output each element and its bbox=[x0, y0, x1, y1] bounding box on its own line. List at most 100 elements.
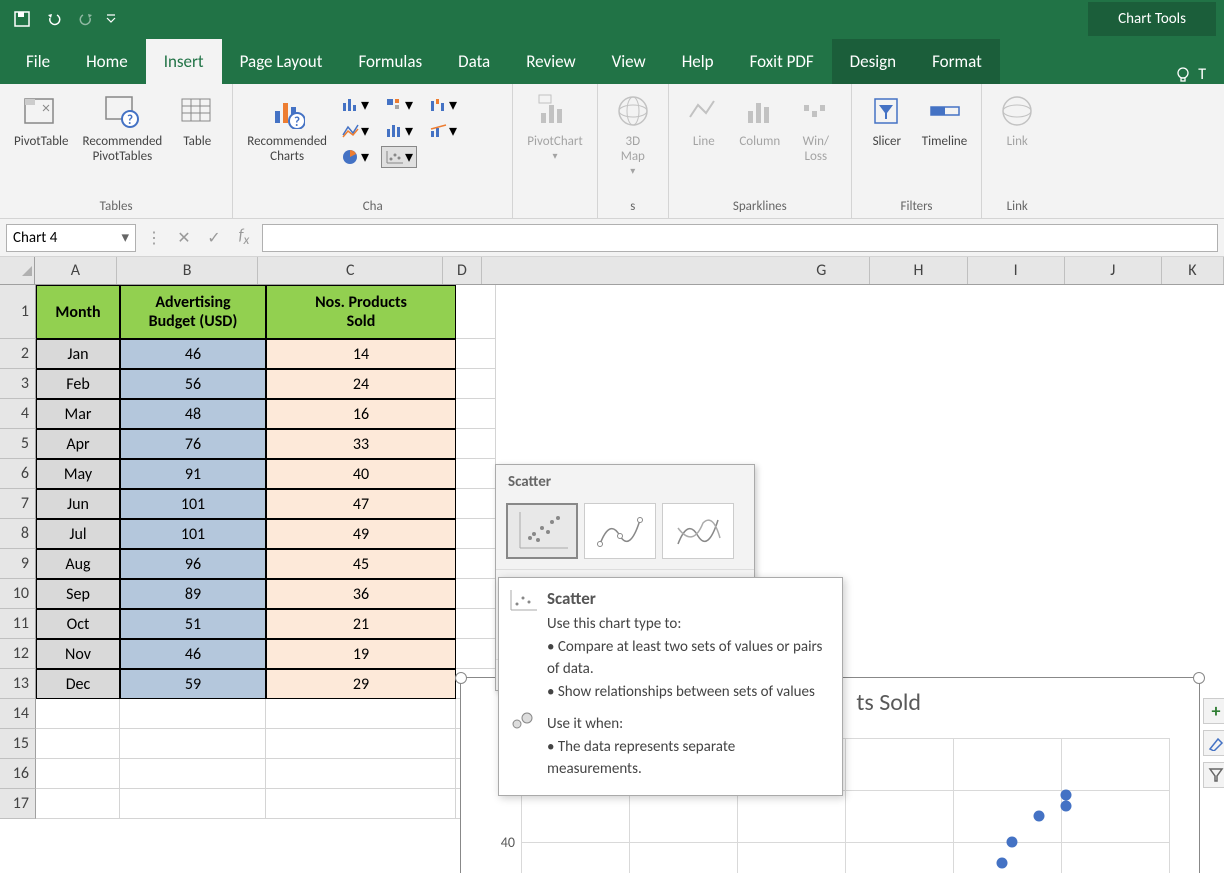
cell[interactable] bbox=[266, 729, 456, 759]
scatter-point[interactable] bbox=[996, 858, 1007, 869]
col-header-H[interactable]: H bbox=[870, 257, 967, 284]
cell[interactable] bbox=[120, 729, 266, 759]
table-cell-sold[interactable]: 49 bbox=[266, 519, 456, 549]
tab-page-layout[interactable]: Page Layout bbox=[222, 39, 341, 84]
cell[interactable] bbox=[456, 489, 496, 519]
redo-icon[interactable] bbox=[72, 5, 100, 33]
table-cell-month[interactable]: Mar bbox=[36, 399, 120, 429]
table-cell-sold[interactable]: 16 bbox=[266, 399, 456, 429]
customize-qat-icon[interactable] bbox=[104, 5, 118, 33]
sparkline-column-button[interactable]: Column bbox=[735, 88, 785, 151]
col-header-K[interactable]: K bbox=[1162, 257, 1224, 284]
table-cell-month[interactable]: Apr bbox=[36, 429, 120, 459]
cell[interactable] bbox=[120, 699, 266, 729]
table-cell-month[interactable]: Dec bbox=[36, 669, 120, 699]
pivot-table-button[interactable]: PivotTable bbox=[10, 88, 73, 151]
cancel-formula-icon[interactable]: ✕ bbox=[172, 226, 196, 250]
table-header-sold[interactable]: Nos. Products Sold bbox=[266, 285, 456, 339]
scatter-smooth-lines-thumb[interactable] bbox=[584, 503, 656, 559]
col-header-B[interactable]: B bbox=[117, 257, 259, 284]
resize-handle-ne[interactable] bbox=[1193, 672, 1205, 684]
tab-format[interactable]: Format bbox=[914, 39, 1000, 84]
table-cell-budget[interactable]: 101 bbox=[120, 489, 266, 519]
table-cell-sold[interactable]: 19 bbox=[266, 639, 456, 669]
cell[interactable] bbox=[120, 759, 266, 789]
scatter-point[interactable] bbox=[1061, 790, 1072, 801]
table-cell-budget[interactable]: 89 bbox=[120, 579, 266, 609]
cell[interactable] bbox=[456, 399, 496, 429]
cell[interactable] bbox=[36, 729, 120, 759]
column-chart-button[interactable]: ▾ bbox=[337, 94, 373, 116]
row-header-1[interactable]: 1 bbox=[0, 285, 36, 339]
cell[interactable] bbox=[456, 549, 496, 579]
table-cell-budget[interactable]: 76 bbox=[120, 429, 266, 459]
tab-view[interactable]: View bbox=[594, 39, 664, 84]
table-header-month[interactable]: Month bbox=[36, 285, 120, 339]
row-header-12[interactable]: 12 bbox=[0, 639, 36, 669]
row-header-14[interactable]: 14 bbox=[0, 699, 36, 729]
cell[interactable] bbox=[120, 789, 266, 819]
waterfall-chart-button[interactable]: ▾ bbox=[425, 94, 461, 116]
table-cell-sold[interactable]: 33 bbox=[266, 429, 456, 459]
sparkline-winloss-button[interactable]: Win/ Loss bbox=[791, 88, 841, 166]
fx-icon[interactable]: fx bbox=[232, 226, 256, 250]
name-box[interactable]: Chart 4 ▾ bbox=[6, 224, 136, 252]
table-cell-month[interactable]: Jan bbox=[36, 339, 120, 369]
table-cell-sold[interactable]: 14 bbox=[266, 339, 456, 369]
table-cell-sold[interactable]: 40 bbox=[266, 459, 456, 489]
row-header-16[interactable]: 16 bbox=[0, 759, 36, 789]
table-cell-budget[interactable]: 91 bbox=[120, 459, 266, 489]
row-header-5[interactable]: 5 bbox=[0, 429, 36, 459]
table-cell-sold[interactable]: 45 bbox=[266, 549, 456, 579]
cell[interactable] bbox=[36, 789, 120, 819]
scatter-chart-button[interactable]: ▾ bbox=[381, 146, 417, 168]
table-cell-month[interactable]: Jun bbox=[36, 489, 120, 519]
table-cell-sold[interactable]: 24 bbox=[266, 369, 456, 399]
chart-styles-button[interactable] bbox=[1203, 730, 1224, 756]
undo-icon[interactable] bbox=[40, 5, 68, 33]
col-header-A[interactable]: A bbox=[35, 257, 117, 284]
name-box-dropdown-icon[interactable]: ▾ bbox=[121, 228, 129, 247]
cell[interactable] bbox=[456, 285, 496, 339]
scatter-point[interactable] bbox=[1061, 800, 1072, 811]
cell[interactable] bbox=[36, 699, 120, 729]
tab-foxit-pdf[interactable]: Foxit PDF bbox=[732, 39, 832, 84]
pivot-chart-button[interactable]: PivotChart ▾ bbox=[523, 88, 587, 164]
table-cell-month[interactable]: Jul bbox=[36, 519, 120, 549]
formula-input[interactable] bbox=[262, 224, 1218, 252]
tab-formulas[interactable]: Formulas bbox=[340, 39, 440, 84]
col-header-J[interactable]: J bbox=[1065, 257, 1162, 284]
scatter-point[interactable] bbox=[1034, 811, 1045, 822]
cell[interactable] bbox=[266, 699, 456, 729]
resize-handle-nw[interactable] bbox=[455, 672, 467, 684]
slicer-button[interactable]: Slicer bbox=[862, 88, 912, 151]
tab-data[interactable]: Data bbox=[440, 39, 508, 84]
table-cell-sold[interactable]: 36 bbox=[266, 579, 456, 609]
table-cell-budget[interactable]: 46 bbox=[120, 639, 266, 669]
hierarchy-chart-button[interactable]: ▾ bbox=[381, 94, 417, 116]
col-header-D[interactable]: D bbox=[443, 257, 482, 284]
row-header-9[interactable]: 9 bbox=[0, 549, 36, 579]
cell[interactable] bbox=[266, 789, 456, 819]
statistic-chart-button[interactable]: ▾ bbox=[381, 120, 417, 142]
table-cell-month[interactable]: Sep bbox=[36, 579, 120, 609]
row-header-4[interactable]: 4 bbox=[0, 399, 36, 429]
pie-chart-button[interactable]: ▾ bbox=[337, 146, 373, 168]
scatter-smooth-only-thumb[interactable] bbox=[662, 503, 734, 559]
row-header-2[interactable]: 2 bbox=[0, 339, 36, 369]
cell[interactable] bbox=[266, 759, 456, 789]
scatter-point[interactable] bbox=[1007, 837, 1018, 848]
chart-elements-button[interactable]: + bbox=[1203, 698, 1224, 724]
link-button[interactable]: Link bbox=[992, 88, 1042, 151]
row-header-7[interactable]: 7 bbox=[0, 489, 36, 519]
table-cell-budget[interactable]: 48 bbox=[120, 399, 266, 429]
tab-design[interactable]: Design bbox=[832, 39, 914, 84]
cell[interactable] bbox=[456, 339, 496, 369]
worksheet[interactable]: ABCDGHIJK 1 Month Advertising Budget (US… bbox=[0, 257, 1224, 873]
table-cell-month[interactable]: Oct bbox=[36, 609, 120, 639]
scatter-plain-thumb[interactable] bbox=[506, 503, 578, 559]
recommended-pivot-button[interactable]: ? Recommended PivotTables bbox=[79, 88, 167, 166]
cell[interactable] bbox=[456, 579, 496, 609]
tab-file[interactable]: File bbox=[8, 39, 68, 84]
row-header-13[interactable]: 13 bbox=[0, 669, 36, 699]
